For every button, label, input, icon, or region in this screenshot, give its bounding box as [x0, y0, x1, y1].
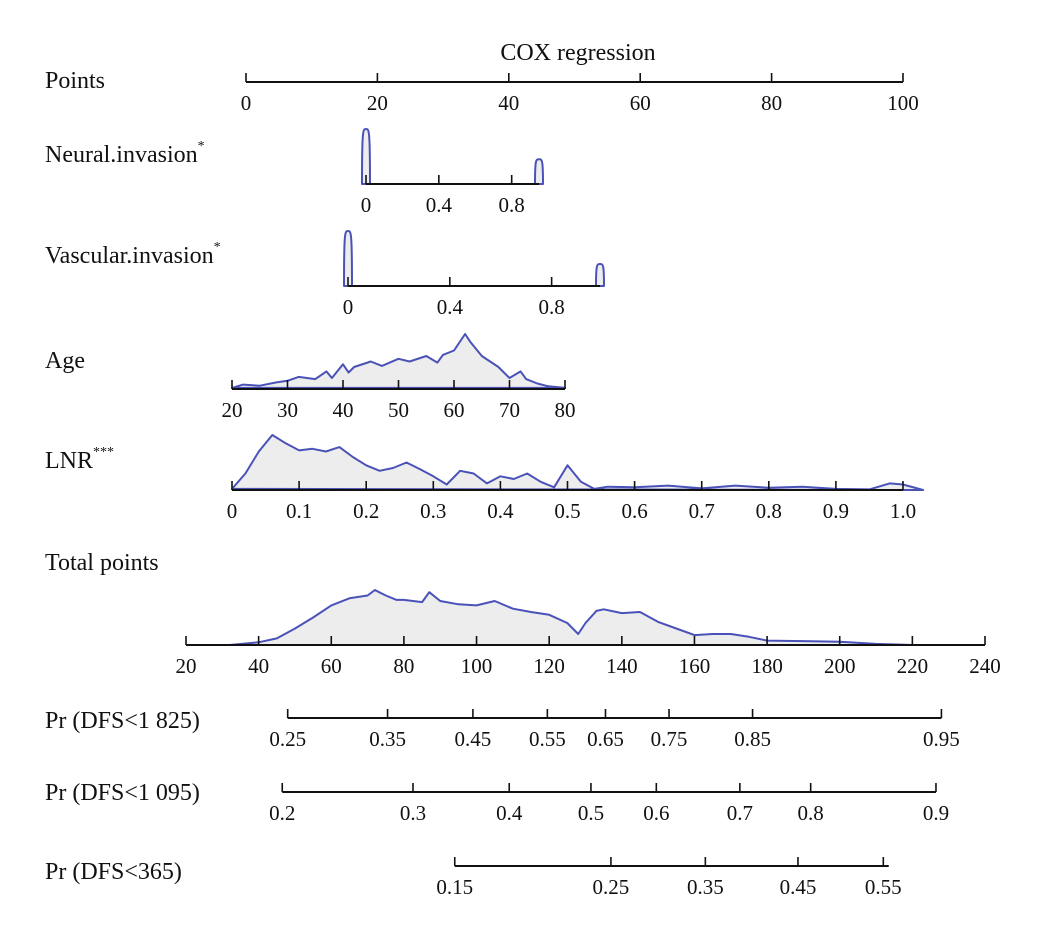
tick-label: 0.5: [554, 499, 580, 523]
tick-label: 100: [887, 91, 919, 115]
tick-label: 80: [761, 91, 782, 115]
density-peak: [361, 128, 371, 185]
tick-label: 0.4: [487, 499, 514, 523]
tick-label: 120: [533, 654, 565, 678]
row-label: Vascular.invasion*: [45, 240, 221, 269]
tick-label: 0.25: [269, 727, 306, 751]
tick-label: 40: [248, 654, 269, 678]
tick-label: 0.6: [621, 499, 647, 523]
tick-label: 0.2: [353, 499, 379, 523]
row-points: Points 0 20 40 60 80 100: [45, 68, 919, 115]
row-vascular-invasion: Vascular.invasion* 0 0.4 0.8: [45, 230, 605, 319]
tick-label: 0.25: [593, 875, 630, 899]
tick-label: 0.9: [823, 499, 849, 523]
tick-label: 0.55: [529, 727, 566, 751]
tick-label: 70: [499, 398, 520, 422]
tick-label: 0.9: [923, 801, 949, 825]
tick-label: 0.4: [426, 193, 453, 217]
significance-marker: *: [198, 139, 205, 154]
tick-label: 50: [388, 398, 409, 422]
row-lnr: LNR*** 0 0.1 0.2 0.3 0.4 0.5 0.6 0.7 0.8 0.9 1.0: [45, 434, 925, 523]
density-peak: [343, 230, 353, 287]
tick-label: 20: [367, 91, 388, 115]
tick-label: 0.2: [269, 801, 295, 825]
tick-label: 0.4: [496, 801, 523, 825]
tick-label: 0.8: [756, 499, 782, 523]
density-curve: [228, 589, 914, 646]
tick-label: 80: [393, 654, 414, 678]
nomogram-rows: Points 0 20 40 60 80 100 Neural.invasion* 0 0.4 0.…: [45, 68, 1001, 899]
tick-label: 30: [277, 398, 298, 422]
tick-label: 0.45: [780, 875, 817, 899]
tick-label: 0.7: [727, 801, 753, 825]
row-label: Points: [45, 68, 105, 94]
tick-label: 0.45: [455, 727, 492, 751]
tick-label: 20: [176, 654, 197, 678]
row-label: Pr (DFS<1 825): [45, 708, 200, 734]
tick-label: 240: [969, 654, 1001, 678]
row-label: Pr (DFS<365): [45, 859, 182, 885]
tick-label: 0.35: [369, 727, 406, 751]
row-pr-dfs-1-095: Pr (DFS<1 095) 0.2 0.3 0.4 0.5 0.6 0.7 0.8 0.9: [45, 780, 949, 825]
row-pr-dfs-1-825: Pr (DFS<1 825) 0.25 0.35 0.45 0.55 0.65 0.75 0.…: [45, 708, 960, 751]
tick-label: 0: [361, 193, 372, 217]
tick-label: 0.3: [420, 499, 446, 523]
tick-label: 0.85: [734, 727, 771, 751]
tick-label: 0.8: [539, 295, 565, 319]
density-peak: [534, 158, 544, 185]
significance-marker: ***: [93, 445, 114, 460]
tick-label: 140: [606, 654, 638, 678]
tick-label: 0.8: [499, 193, 525, 217]
tick-label: 60: [321, 654, 342, 678]
tick-label: 40: [498, 91, 519, 115]
row-label: Pr (DFS<1 095): [45, 780, 200, 806]
tick-label: 0.65: [587, 727, 624, 751]
tick-label: 60: [630, 91, 651, 115]
tick-label: 0.7: [689, 499, 715, 523]
tick-label: 0.6: [643, 801, 669, 825]
density-peak: [595, 263, 605, 287]
tick-label: 200: [824, 654, 856, 678]
significance-marker: *: [214, 240, 221, 255]
row-neural-invasion: Neural.invasion* 0 0.4 0.8: [45, 128, 544, 217]
tick-label: 40: [333, 398, 354, 422]
row-label: Age: [45, 348, 85, 374]
tick-label: 0.95: [923, 727, 960, 751]
density-curve: [231, 434, 925, 491]
tick-label: 80: [555, 398, 576, 422]
tick-label: 0.3: [400, 801, 426, 825]
tick-label: 0.8: [798, 801, 824, 825]
row-total-points: Total points 20 40 60 80 100 120 140 160 180 200 22…: [45, 550, 1001, 678]
row-label: Total points: [45, 550, 159, 576]
row-label: LNR***: [45, 445, 114, 474]
tick-label: 0: [227, 499, 238, 523]
tick-label: 0.1: [286, 499, 312, 523]
tick-label: 0.75: [651, 727, 688, 751]
tick-label: 0.4: [437, 295, 464, 319]
density-curve: [231, 333, 566, 389]
row-age: Age 20 30 40 50 60 70 80: [45, 333, 576, 422]
tick-label: 220: [897, 654, 929, 678]
tick-label: 60: [444, 398, 465, 422]
tick-label: 0.55: [865, 875, 902, 899]
row-pr-dfs-365: Pr (DFS<365) 0.15 0.25 0.35 0.45 0.55: [45, 857, 902, 899]
tick-label: 0: [343, 295, 354, 319]
tick-label: 1.0: [890, 499, 916, 523]
tick-label: 0.35: [687, 875, 724, 899]
tick-label: 100: [461, 654, 493, 678]
row-label: Neural.invasion*: [45, 139, 205, 168]
tick-label: 0.15: [436, 875, 473, 899]
chart-title: COX regression: [500, 40, 655, 66]
tick-label: 0.5: [578, 801, 604, 825]
tick-label: 180: [751, 654, 783, 678]
tick-label: 0: [241, 91, 252, 115]
tick-label: 160: [679, 654, 711, 678]
tick-label: 20: [222, 398, 243, 422]
